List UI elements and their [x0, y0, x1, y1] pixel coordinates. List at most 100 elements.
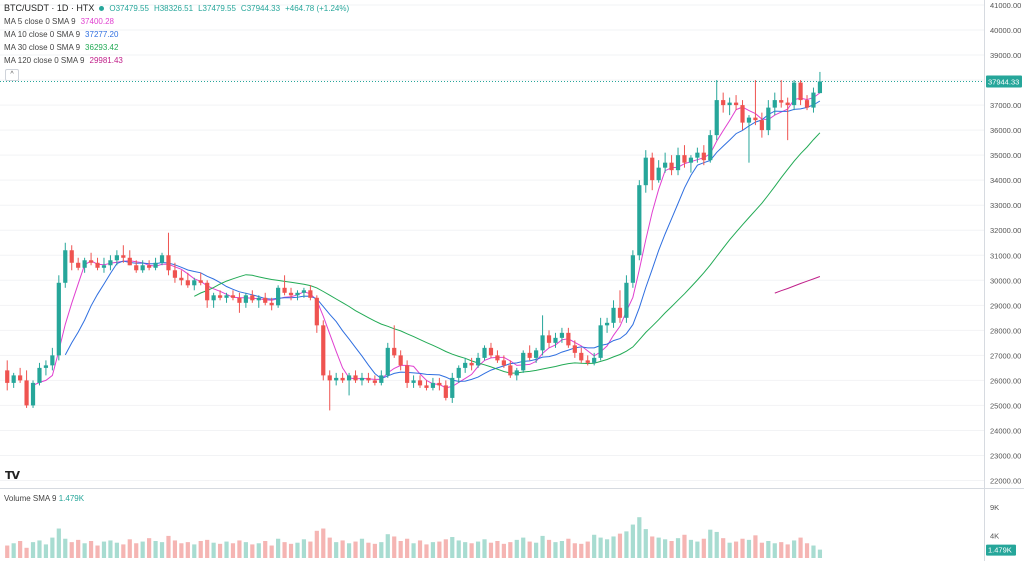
price-tick-label: 30000.00: [990, 276, 1021, 285]
volume-bar: [147, 538, 152, 558]
candle-down: [127, 257, 132, 266]
last-price-badge[interactable]: [986, 75, 1022, 88]
candle-down: [237, 297, 242, 303]
volume-bar: [392, 536, 397, 558]
candle-up: [50, 355, 55, 366]
candle-up: [772, 100, 777, 108]
candle-down: [443, 385, 448, 398]
volume-bar: [695, 541, 700, 558]
volume-bar: [759, 542, 764, 558]
candle-up: [708, 135, 713, 161]
volume-bar: [792, 540, 797, 558]
candle-up: [256, 297, 261, 301]
candle-down: [398, 355, 403, 366]
candle-down: [198, 280, 203, 283]
volume-bar: [566, 538, 571, 558]
price-tick-label: 33000.00: [990, 201, 1021, 210]
candle-up: [211, 295, 216, 301]
volume-bar: [540, 535, 545, 558]
symbol-row: BTC/USDT · 1D · HTX O37479.55 H38326.51 …: [4, 2, 349, 15]
volume-bar: [269, 545, 274, 558]
volume-bar: [766, 541, 771, 558]
candle-down: [798, 82, 803, 101]
volume-axis[interactable]: 4K 9K 1.479K: [986, 503, 1016, 556]
tradingview-logo[interactable]: TV: [5, 469, 20, 482]
volume-bar: [463, 542, 468, 558]
candle-down: [172, 270, 178, 278]
candle-down: [424, 385, 429, 388]
symbol-label[interactable]: BTC/USDT · 1D · HTX: [4, 3, 95, 13]
volume-bar: [153, 541, 158, 558]
volume-bar: [656, 537, 661, 558]
volume-bar: [701, 538, 706, 558]
price-axis[interactable]: 22000.00 23000.00 24000.00 25000.00 26000.00…: [986, 1, 1022, 485]
candle-down: [740, 105, 745, 123]
volume-bar: [437, 541, 442, 558]
candle-down: [785, 102, 790, 106]
volume-bar: [746, 539, 752, 558]
candle-up: [114, 255, 119, 261]
volume-bar: [243, 542, 248, 558]
volume-bar: [43, 544, 49, 558]
indicator-row[interactable]: MA 5 close 0 SMA 9 37400.28: [4, 15, 349, 28]
volume-bar: [811, 545, 816, 558]
volume-bar: [546, 539, 552, 558]
volume-bar: [134, 543, 139, 558]
volume-bar: [501, 543, 506, 558]
candle-up: [140, 265, 145, 271]
candle-down: [308, 290, 313, 298]
volume-bar: [798, 537, 803, 558]
indicator-row[interactable]: MA 30 close 0 SMA 9 36293.42: [4, 41, 349, 54]
volume-bar: [527, 541, 532, 558]
volume-bar: [521, 537, 526, 558]
volume-value-badge[interactable]: [986, 544, 1016, 556]
candle-up: [656, 167, 661, 181]
volume-bar: [217, 543, 223, 558]
candle-down: [650, 157, 655, 181]
volume-bar: [579, 543, 584, 558]
candle-up: [792, 82, 797, 106]
indicator-label: MA 120 close 0 SMA 9: [4, 56, 85, 65]
candle-up: [611, 307, 616, 323]
volume-bar: [708, 529, 713, 558]
candle-up: [301, 290, 307, 293]
candle-up: [37, 367, 42, 383]
volume-bar: [514, 539, 519, 558]
volume-bar: [456, 540, 461, 558]
ma-line-10: [64, 100, 821, 382]
candle-down: [5, 370, 10, 383]
candle-down: [269, 302, 274, 306]
candle-down: [682, 155, 687, 163]
volume-bar: [475, 541, 481, 558]
candle-up: [411, 380, 416, 383]
indicator-row[interactable]: MA 120 close 0 SMA 9 29981.43: [4, 54, 349, 67]
candle-down: [230, 295, 236, 298]
candle-down: [166, 255, 171, 271]
candle-up: [695, 152, 700, 158]
ma-line-120: [774, 276, 821, 294]
collapse-legend-button[interactable]: ^: [5, 69, 19, 81]
volume-bar: [108, 540, 113, 558]
price-tick-label: 34000.00: [990, 176, 1021, 185]
candle-down: [95, 262, 100, 268]
candle-down: [495, 355, 500, 361]
candle-down: [546, 335, 552, 343]
volume-legend[interactable]: Volume SMA 9 1.479K: [4, 494, 84, 503]
volume-bar: [314, 530, 319, 558]
volume-bar: [385, 534, 390, 558]
volume-bar: [346, 543, 352, 558]
candle-layer: [5, 71, 823, 411]
volume-label: Volume SMA 9: [4, 494, 57, 503]
candle-down: [779, 100, 784, 103]
price-tick-label: 36000.00: [990, 126, 1021, 135]
candle-down: [733, 102, 739, 106]
candle-down: [721, 100, 726, 106]
indicator-row[interactable]: MA 10 close 0 SMA 9 37277.20: [4, 28, 349, 41]
volume-bar: [443, 539, 448, 558]
candle-up: [243, 295, 248, 303]
volume-bar: [682, 534, 687, 558]
volume-bar: [721, 538, 726, 558]
candle-down: [288, 292, 294, 296]
